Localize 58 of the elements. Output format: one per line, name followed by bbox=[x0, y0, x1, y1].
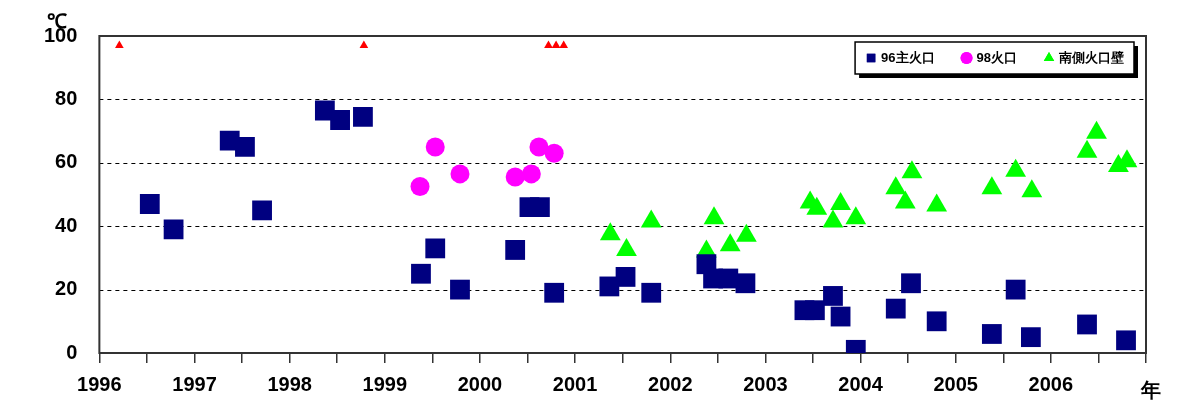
y-tick-label: 0 bbox=[66, 340, 78, 363]
point bbox=[521, 164, 541, 184]
x-tick-label: 1996 bbox=[77, 372, 122, 395]
point bbox=[544, 282, 565, 303]
point bbox=[529, 137, 549, 157]
point bbox=[901, 273, 921, 294]
point bbox=[450, 164, 470, 184]
y-tick-label: 60 bbox=[55, 150, 78, 173]
legend-label: 96主火口 bbox=[881, 49, 935, 65]
point bbox=[425, 137, 445, 157]
point bbox=[735, 273, 756, 294]
point bbox=[411, 263, 431, 284]
y-tick-label: 80 bbox=[55, 86, 78, 109]
point bbox=[641, 282, 662, 303]
point bbox=[981, 324, 1002, 344]
point bbox=[252, 200, 272, 221]
legend-label: 南側火口壁 bbox=[1058, 49, 1124, 65]
point bbox=[1020, 327, 1041, 348]
point bbox=[530, 197, 550, 218]
point bbox=[359, 40, 369, 49]
point bbox=[804, 300, 825, 321]
point bbox=[450, 279, 470, 300]
point bbox=[559, 40, 569, 49]
point bbox=[505, 167, 525, 187]
point bbox=[1077, 314, 1097, 335]
y-tick-label: 20 bbox=[55, 277, 78, 300]
point bbox=[410, 177, 430, 197]
x-axis-title: 年 bbox=[1140, 378, 1161, 401]
point bbox=[139, 194, 160, 214]
point bbox=[1116, 330, 1136, 351]
x-tick-label: 2006 bbox=[1028, 372, 1074, 395]
x-tick-label: 2005 bbox=[933, 372, 978, 395]
x-tick-label: 1999 bbox=[362, 372, 408, 395]
x-tick-label: 2002 bbox=[648, 372, 693, 395]
point bbox=[551, 40, 561, 49]
point bbox=[885, 298, 906, 319]
point bbox=[115, 40, 124, 49]
point bbox=[544, 143, 564, 163]
x-tick-label: 1997 bbox=[172, 372, 217, 395]
x-tick-label: 1998 bbox=[267, 372, 312, 395]
y-tick-label: 40 bbox=[55, 213, 78, 236]
point bbox=[505, 240, 526, 260]
point bbox=[544, 40, 553, 49]
point bbox=[330, 110, 350, 130]
point bbox=[830, 306, 851, 327]
point bbox=[163, 219, 184, 240]
point bbox=[425, 238, 446, 259]
x-tick-label: 2003 bbox=[743, 372, 788, 395]
point bbox=[1005, 279, 1026, 300]
legend-label: 98火口 bbox=[976, 49, 1018, 65]
point bbox=[926, 311, 947, 332]
point bbox=[615, 267, 636, 287]
x-tick-label: 2001 bbox=[552, 372, 598, 395]
point bbox=[235, 137, 255, 157]
point bbox=[353, 106, 373, 127]
x-tick-label: 2000 bbox=[457, 372, 503, 395]
point bbox=[823, 286, 843, 306]
x-tick-label: 2004 bbox=[838, 372, 884, 395]
